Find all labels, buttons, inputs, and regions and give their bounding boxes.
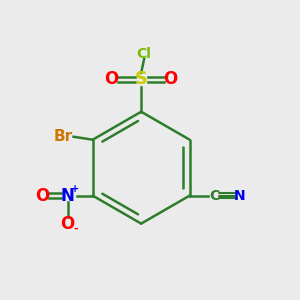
Text: +: + [71,184,79,194]
Text: Br: Br [54,129,73,144]
Text: O: O [35,187,50,205]
Text: O: O [61,214,75,232]
Text: Cl: Cl [137,47,152,61]
Text: N: N [234,189,245,202]
Text: -: - [73,224,78,234]
Text: N: N [61,187,75,205]
Text: S: S [135,70,148,88]
Text: C: C [209,189,220,202]
Text: O: O [164,70,178,88]
Text: O: O [105,70,119,88]
